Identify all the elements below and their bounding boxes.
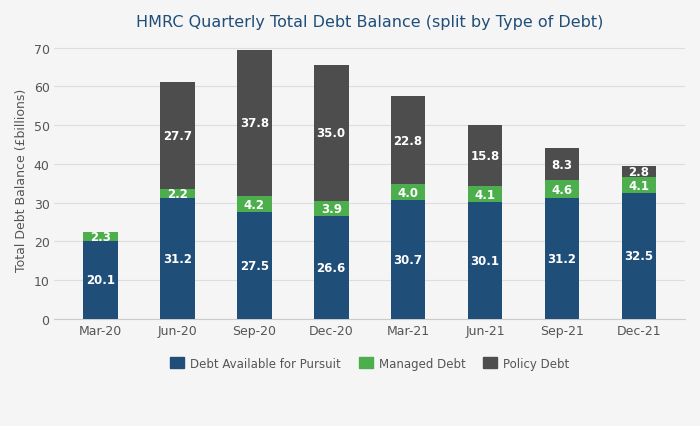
- Text: 37.8: 37.8: [239, 117, 269, 130]
- Legend: Debt Available for Pursuit, Managed Debt, Policy Debt: Debt Available for Pursuit, Managed Debt…: [165, 352, 574, 374]
- Bar: [545, 181, 580, 199]
- Bar: [160, 83, 195, 190]
- Bar: [468, 187, 503, 203]
- Bar: [237, 50, 272, 197]
- Bar: [622, 178, 657, 193]
- Text: 27.7: 27.7: [163, 130, 192, 143]
- Bar: [314, 66, 349, 201]
- Bar: [622, 167, 657, 178]
- Text: 32.5: 32.5: [624, 250, 654, 263]
- Text: 3.9: 3.9: [321, 202, 342, 215]
- Text: 2.3: 2.3: [90, 230, 111, 244]
- Text: 2.2: 2.2: [167, 188, 188, 201]
- Text: 8.3: 8.3: [552, 158, 573, 171]
- Bar: [391, 201, 426, 319]
- Text: 4.6: 4.6: [552, 183, 573, 196]
- Text: 31.2: 31.2: [163, 252, 192, 265]
- Text: 4.0: 4.0: [398, 186, 419, 199]
- Text: 4.2: 4.2: [244, 198, 265, 211]
- Text: 31.2: 31.2: [547, 252, 577, 265]
- Bar: [160, 199, 195, 319]
- Text: 2.8: 2.8: [629, 166, 650, 179]
- Text: 26.6: 26.6: [316, 261, 346, 274]
- Bar: [391, 97, 426, 185]
- Text: 30.7: 30.7: [393, 253, 423, 266]
- Title: HMRC Quarterly Total Debt Balance (split by Type of Debt): HMRC Quarterly Total Debt Balance (split…: [136, 15, 603, 30]
- Text: 20.1: 20.1: [86, 274, 115, 287]
- Text: 27.5: 27.5: [239, 259, 269, 273]
- Bar: [545, 149, 580, 181]
- Bar: [622, 193, 657, 319]
- Bar: [237, 197, 272, 213]
- Bar: [545, 199, 580, 319]
- Bar: [314, 201, 349, 216]
- Bar: [314, 216, 349, 319]
- Text: 35.0: 35.0: [316, 127, 346, 140]
- Bar: [391, 185, 426, 201]
- Text: 4.1: 4.1: [475, 188, 496, 201]
- Text: 22.8: 22.8: [393, 135, 423, 147]
- Bar: [468, 126, 503, 187]
- Text: 4.1: 4.1: [629, 179, 650, 192]
- Bar: [160, 190, 195, 199]
- Bar: [237, 213, 272, 319]
- Text: 30.1: 30.1: [470, 254, 500, 268]
- Y-axis label: Total Debt Balance (£billions): Total Debt Balance (£billions): [15, 89, 28, 271]
- Bar: [83, 233, 118, 242]
- Bar: [83, 242, 118, 319]
- Bar: [468, 203, 503, 319]
- Text: 15.8: 15.8: [470, 150, 500, 163]
